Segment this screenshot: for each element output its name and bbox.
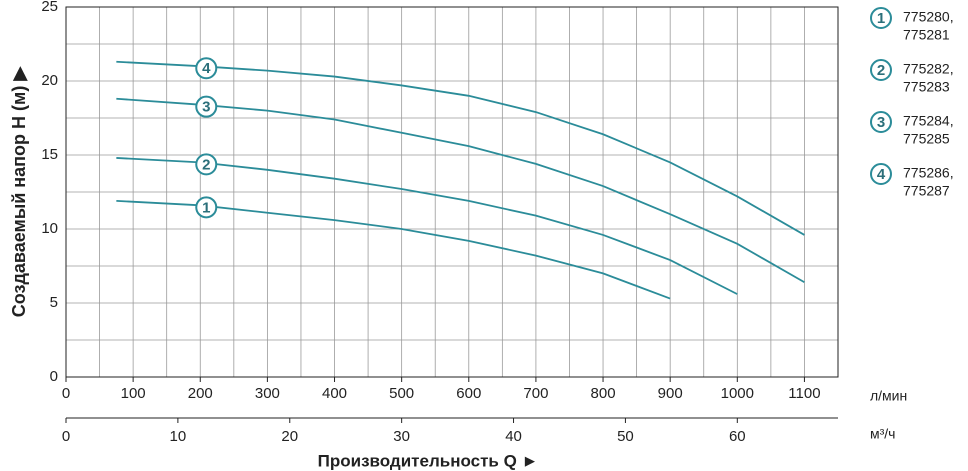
y-tick-label: 0 (50, 368, 58, 385)
y-tick-label: 15 (41, 146, 58, 163)
x2-tick-label: 50 (617, 428, 634, 445)
legend-label: 775280, (903, 9, 954, 25)
curve-badge (195, 153, 218, 176)
x-tick-label: 700 (523, 385, 548, 402)
curve (116, 97, 805, 284)
legend-badge-label: 4 (877, 166, 886, 183)
x-tick-label: 300 (255, 385, 280, 402)
y-tick-label: 20 (41, 72, 58, 89)
legend-badge-label: 3 (877, 114, 885, 131)
x-tick-label: 600 (456, 385, 481, 402)
x-tick-label: 1100 (788, 385, 820, 402)
x-tick-label: 500 (389, 385, 414, 402)
curve (116, 199, 671, 300)
legend-label: 775287 (903, 183, 950, 199)
y-tick-label: 5 (50, 294, 58, 311)
x-tick-label: 1000 (721, 385, 754, 402)
curve-badge (195, 95, 218, 118)
curve (116, 60, 805, 236)
x2-unit: м³/ч (870, 426, 895, 442)
x-axis-title: Производительность Q ► (318, 451, 539, 470)
curve-badge-label: 4 (202, 60, 211, 77)
x-tick-label: 100 (121, 385, 146, 402)
legend-badge-label: 1 (877, 10, 885, 27)
curve-badge (195, 196, 218, 219)
curve-badge (195, 57, 218, 80)
x2-tick-label: 20 (281, 428, 298, 445)
legend-badge (870, 163, 892, 185)
curve-badge-label: 2 (202, 156, 210, 173)
legend-badge-label: 2 (877, 62, 885, 79)
y-axis-title: Создаваемый напор H (м) ▶ (9, 66, 29, 318)
plot-frame (65, 6, 839, 378)
legend-badge (870, 111, 892, 133)
legend-label: 775285 (903, 131, 950, 147)
legend-badge (870, 7, 892, 29)
x-tick-label: 900 (658, 385, 683, 402)
x-tick-label: 0 (62, 385, 70, 402)
x2-tick-label: 40 (505, 428, 522, 445)
x2-tick-label: 0 (62, 428, 70, 445)
x2-tick-label: 30 (393, 428, 410, 445)
legend-label: 775284, (903, 113, 954, 129)
x-tick-label: 400 (322, 385, 347, 402)
legend-badge (870, 59, 892, 81)
y-tick-label: 10 (41, 220, 58, 237)
legend-label: 775283 (903, 79, 950, 95)
x-unit: л/мин (870, 388, 907, 404)
x-tick-label: 800 (591, 385, 616, 402)
curve (116, 157, 738, 295)
x2-tick-label: 10 (170, 428, 187, 445)
legend-label: 775281 (903, 27, 950, 43)
curve-badge-label: 3 (202, 99, 210, 116)
x-tick-label: 200 (188, 385, 213, 402)
x2-tick-label: 60 (729, 428, 746, 445)
curve-badge-label: 1 (202, 199, 210, 216)
legend-label: 775282, (903, 61, 954, 77)
y-tick-label: 25 (41, 0, 58, 15)
legend-label: 775286, (903, 165, 954, 181)
